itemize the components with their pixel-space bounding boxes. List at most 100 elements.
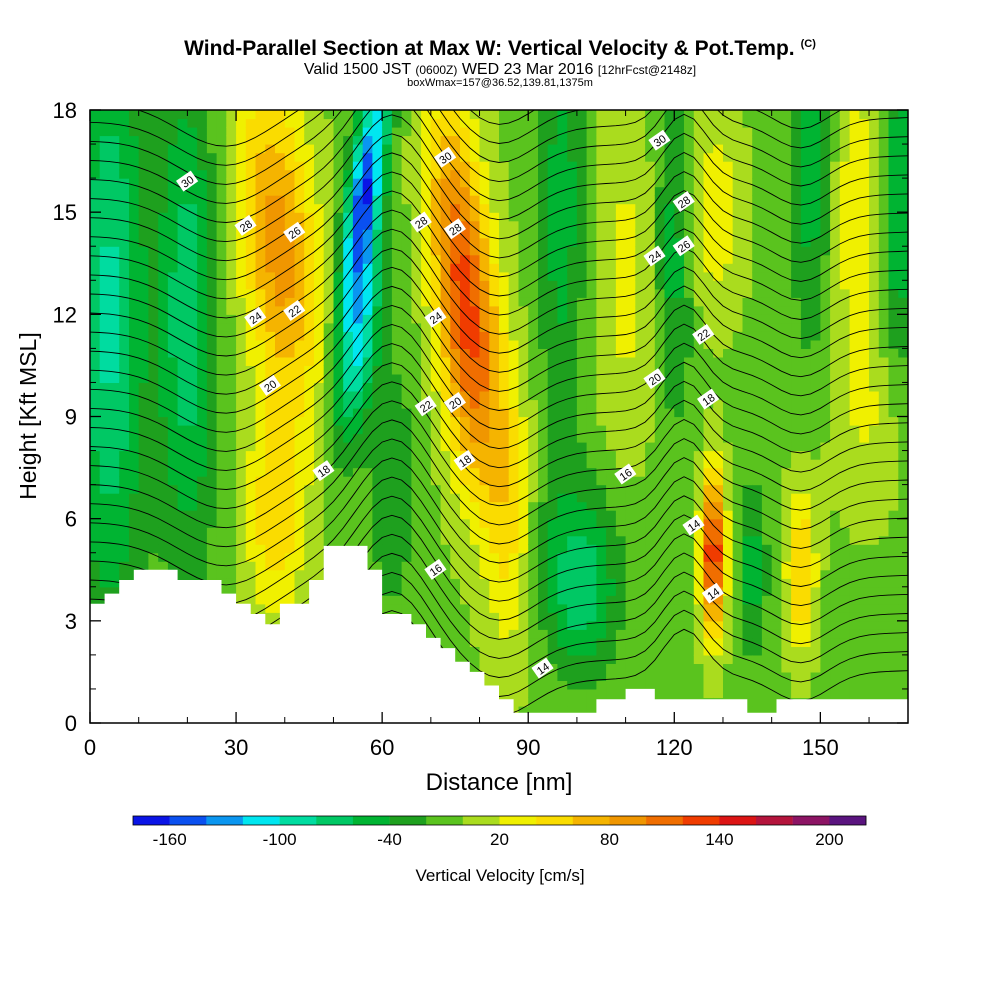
velocity-cell bbox=[362, 220, 373, 230]
velocity-cell bbox=[538, 408, 549, 418]
velocity-cell bbox=[664, 637, 675, 647]
velocity-cell bbox=[216, 110, 227, 120]
velocity-cell bbox=[323, 263, 334, 273]
velocity-cell bbox=[489, 416, 500, 426]
velocity-cell bbox=[479, 339, 490, 349]
velocity-cell bbox=[90, 569, 101, 579]
velocity-cell bbox=[440, 382, 451, 392]
velocity-cell bbox=[99, 220, 110, 230]
velocity-cell bbox=[284, 595, 296, 605]
velocity-cell bbox=[684, 229, 695, 239]
velocity-cell bbox=[557, 442, 568, 452]
velocity-cell bbox=[732, 110, 743, 120]
velocity-cell bbox=[362, 118, 373, 128]
velocity-cell bbox=[206, 229, 218, 239]
velocity-cell bbox=[538, 118, 549, 128]
velocity-cell bbox=[596, 297, 607, 307]
velocity-cell bbox=[382, 331, 393, 341]
velocity-cell bbox=[732, 527, 743, 537]
velocity-cell bbox=[489, 220, 500, 230]
velocity-cell bbox=[693, 459, 705, 469]
velocity-cell bbox=[450, 629, 461, 639]
velocity-cell bbox=[761, 646, 773, 656]
velocity-cell bbox=[138, 331, 149, 341]
velocity-cell bbox=[615, 118, 627, 128]
velocity-cell bbox=[557, 493, 568, 503]
velocity-cell bbox=[158, 501, 169, 511]
velocity-cell bbox=[90, 110, 101, 120]
velocity-cell bbox=[664, 348, 675, 358]
velocity-cell bbox=[654, 476, 666, 486]
velocity-cell bbox=[499, 535, 510, 545]
velocity-cell bbox=[732, 425, 743, 435]
velocity-cell bbox=[615, 408, 627, 418]
velocity-cell bbox=[109, 399, 120, 409]
velocity-cell bbox=[226, 365, 237, 375]
velocity-cell bbox=[518, 510, 529, 520]
velocity-cell bbox=[518, 399, 529, 409]
velocity-cell bbox=[265, 254, 276, 264]
velocity-cell bbox=[401, 391, 412, 401]
velocity-cell bbox=[693, 663, 705, 673]
velocity-cell bbox=[693, 195, 705, 205]
velocity-cell bbox=[547, 680, 558, 690]
velocity-cell bbox=[723, 518, 734, 528]
velocity-cell bbox=[197, 212, 208, 222]
velocity-cell bbox=[148, 501, 159, 511]
velocity-cell bbox=[158, 331, 169, 341]
velocity-cell bbox=[635, 493, 646, 503]
velocity-cell bbox=[382, 144, 393, 154]
velocity-cell bbox=[275, 280, 286, 290]
velocity-cell bbox=[508, 161, 519, 171]
velocity-cell bbox=[391, 271, 403, 281]
velocity-cell bbox=[382, 561, 393, 571]
velocity-cell bbox=[430, 203, 442, 213]
velocity-cell bbox=[615, 603, 627, 613]
velocity-cell bbox=[615, 663, 627, 673]
velocity-cell bbox=[236, 442, 247, 452]
velocity-cell bbox=[557, 552, 568, 562]
velocity-cell bbox=[430, 408, 442, 418]
velocity-cell bbox=[314, 450, 325, 460]
velocity-cell bbox=[625, 416, 636, 426]
velocity-cell bbox=[479, 612, 490, 622]
velocity-cell bbox=[479, 365, 490, 375]
velocity-cell bbox=[343, 501, 354, 511]
velocity-cell bbox=[547, 254, 558, 264]
velocity-cell bbox=[352, 373, 364, 383]
velocity-cell bbox=[450, 578, 461, 588]
velocity-cell bbox=[236, 186, 247, 196]
velocity-cell bbox=[576, 322, 588, 332]
velocity-cell bbox=[654, 110, 666, 120]
velocity-cell bbox=[294, 348, 305, 358]
velocity-cell bbox=[187, 510, 198, 520]
velocity-cell bbox=[450, 467, 461, 477]
velocity-cell bbox=[489, 373, 500, 383]
velocity-cell bbox=[119, 339, 130, 349]
velocity-cell bbox=[177, 280, 188, 290]
velocity-cell bbox=[567, 671, 578, 681]
velocity-cell bbox=[206, 408, 218, 418]
velocity-cell bbox=[528, 186, 539, 196]
velocity-cell bbox=[693, 127, 705, 137]
velocity-cell bbox=[167, 339, 179, 349]
velocity-cell bbox=[401, 399, 412, 409]
velocity-cell bbox=[216, 356, 227, 366]
velocity-cell bbox=[460, 254, 471, 264]
velocity-cell bbox=[187, 203, 198, 213]
velocity-cell bbox=[703, 408, 714, 418]
velocity-cell bbox=[684, 178, 695, 188]
velocity-cell bbox=[654, 195, 666, 205]
velocity-cell bbox=[654, 391, 666, 401]
velocity-cell bbox=[654, 663, 666, 673]
velocity-cell bbox=[713, 663, 724, 673]
velocity-cell bbox=[528, 629, 539, 639]
velocity-cell bbox=[450, 254, 461, 264]
velocity-cell bbox=[538, 467, 549, 477]
velocity-cell bbox=[391, 391, 403, 401]
velocity-cell bbox=[391, 399, 403, 409]
velocity-cell bbox=[372, 297, 383, 307]
velocity-cell bbox=[664, 663, 675, 673]
velocity-cell bbox=[275, 144, 286, 154]
velocity-cell bbox=[489, 501, 500, 511]
